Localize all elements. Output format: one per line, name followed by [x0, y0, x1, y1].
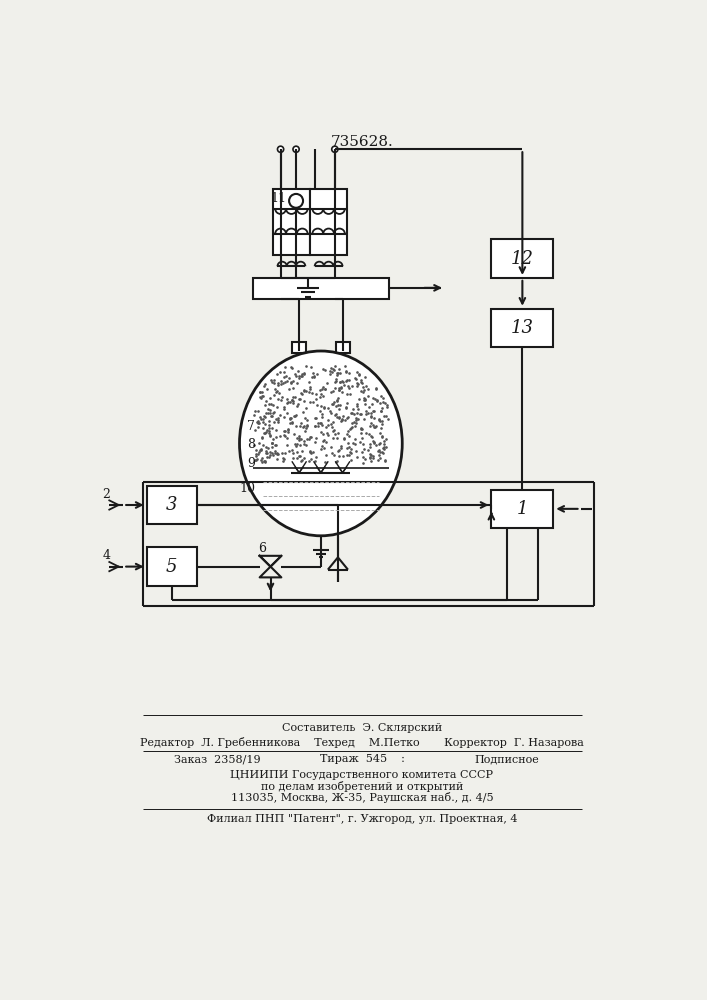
Bar — [273, 189, 310, 255]
Bar — [292, 342, 306, 353]
Text: 9: 9 — [247, 457, 255, 470]
Text: 735628.: 735628. — [331, 135, 393, 149]
Text: 7: 7 — [247, 420, 255, 433]
Bar — [267, 441, 375, 449]
Text: 6: 6 — [258, 542, 266, 555]
Text: Составитель  Э. Склярский: Составитель Э. Склярский — [282, 723, 442, 733]
Text: 12: 12 — [511, 250, 534, 268]
Circle shape — [289, 194, 303, 208]
Text: 1: 1 — [517, 500, 528, 518]
Text: 2: 2 — [103, 488, 110, 501]
Text: Тираж  545    :: Тираж 545 : — [320, 754, 404, 764]
Bar — [336, 342, 349, 353]
Text: 13: 13 — [511, 319, 534, 337]
Text: 5: 5 — [166, 558, 177, 576]
Ellipse shape — [240, 351, 402, 536]
Text: по делам изобретений и открытий: по делам изобретений и открытий — [261, 781, 463, 792]
Text: 11: 11 — [270, 192, 286, 205]
Bar — [491, 309, 554, 347]
Text: Заказ  2358/19: Заказ 2358/19 — [174, 754, 260, 764]
Text: Филиал ПНП "Патент", г. Ужгород, ул. Проектная, 4: Филиал ПНП "Патент", г. Ужгород, ул. Про… — [206, 814, 518, 824]
Text: Редактор  Л. Гребенникова    Техред    М.Петко       Корректор  Г. Назарова: Редактор Л. Гребенникова Техред М.Петко … — [140, 737, 584, 748]
Bar — [267, 460, 375, 467]
Text: 10: 10 — [239, 482, 255, 495]
Bar — [146, 547, 197, 586]
Bar — [267, 423, 375, 430]
Text: 4: 4 — [103, 549, 110, 562]
Text: Подписное: Подписное — [474, 754, 539, 764]
Circle shape — [277, 146, 284, 152]
Text: 3: 3 — [166, 496, 177, 514]
Text: 113035, Москва, Ж-35, Раушская наб., д. 4/5: 113035, Москва, Ж-35, Раушская наб., д. … — [230, 792, 493, 803]
Circle shape — [293, 146, 299, 152]
Bar — [491, 239, 554, 278]
Bar — [146, 486, 197, 524]
Text: ЦНИИПИ Государственного комитета СССР: ЦНИИПИ Государственного комитета СССР — [230, 770, 493, 780]
Text: 8: 8 — [247, 438, 255, 451]
Circle shape — [332, 146, 338, 152]
Bar — [253, 278, 389, 299]
Bar — [310, 189, 347, 255]
Bar — [491, 490, 554, 528]
